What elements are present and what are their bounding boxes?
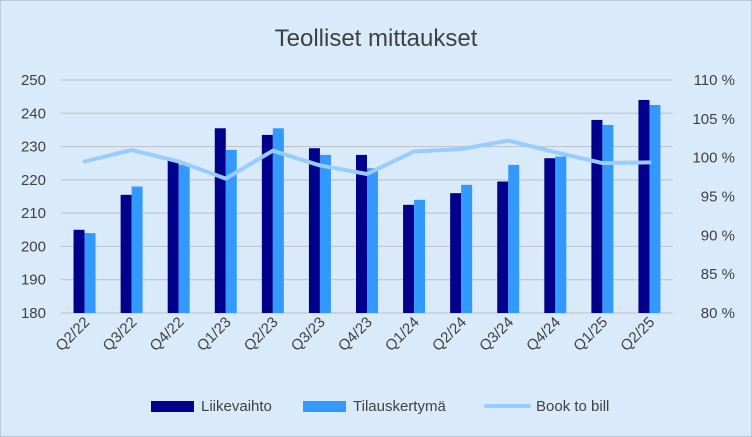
- x-tick-label: Q1/24: [382, 314, 423, 355]
- bar: [649, 104, 661, 313]
- left-tick-label: 220: [21, 172, 46, 189]
- bar: [319, 154, 331, 313]
- x-tick-label: Q3/23: [288, 314, 329, 355]
- bar: [414, 199, 426, 313]
- bar: [544, 158, 556, 313]
- bar: [591, 119, 603, 313]
- legend-label: Book to bill: [536, 398, 609, 415]
- left-tick-label: 250: [21, 72, 46, 89]
- bar: [178, 164, 190, 313]
- x-tick-label: Q2/22: [52, 314, 93, 355]
- bar: [638, 99, 650, 313]
- bar: [131, 186, 143, 313]
- bar: [497, 181, 509, 313]
- left-tick-label: 180: [21, 305, 46, 322]
- x-tick-label: Q2/24: [429, 314, 470, 355]
- bar: [555, 156, 567, 313]
- right-axis: 80 % 85 % 90 % 95 % 100 % 105 % 110 %: [692, 72, 735, 322]
- bar: [367, 168, 378, 313]
- right-tick-label: 100 %: [692, 150, 735, 167]
- x-tick-label: Q2/25: [617, 314, 658, 355]
- left-tick-label: 190: [21, 272, 46, 289]
- left-tick-label: 210: [21, 205, 46, 222]
- bar: [225, 149, 237, 313]
- right-tick-label: 90 %: [701, 227, 735, 244]
- legend-label: Liikevaihto: [201, 398, 272, 415]
- line-series: [82, 138, 652, 181]
- bar: [403, 204, 415, 313]
- left-tick-label: 240: [21, 105, 46, 122]
- right-tick-label: 80 %: [701, 305, 735, 322]
- x-tick-label: Q3/22: [100, 314, 141, 355]
- bar: [461, 184, 473, 313]
- right-tick-label: 105 %: [692, 111, 735, 128]
- bar: [167, 159, 179, 313]
- right-tick-label: 95 %: [701, 189, 735, 206]
- bar: [602, 124, 614, 313]
- legend-label: Tilauskertymä: [353, 398, 446, 415]
- left-axis: 180 190 200 210 220 230 240 250: [21, 72, 46, 322]
- bar: [272, 128, 284, 313]
- x-tick-label: Q1/25: [570, 314, 611, 355]
- left-tick-label: 230: [21, 139, 46, 156]
- bar-series: [73, 99, 661, 313]
- x-tick-label: Q4/23: [335, 314, 376, 355]
- x-tick-label: Q1/23: [194, 314, 235, 355]
- bar: [73, 229, 85, 313]
- bar: [120, 194, 132, 313]
- x-tick-label: Q3/24: [476, 314, 517, 355]
- legend-swatch: [151, 401, 194, 412]
- book-to-bill-line: [82, 138, 652, 181]
- x-tick-label: Q4/22: [147, 314, 188, 355]
- right-tick-label: 85 %: [701, 266, 735, 283]
- left-tick-label: 200: [21, 238, 46, 255]
- bar: [214, 128, 226, 313]
- bar: [450, 193, 462, 313]
- bar: [508, 164, 520, 313]
- chart-title: Teolliset mittaukset: [275, 25, 478, 52]
- bar: [308, 148, 320, 313]
- x-axis: Q2/22 Q3/22 Q4/22 Q1/23 Q2/23 Q3/23 Q4/23 Q1/24…: [52, 314, 658, 355]
- right-tick-label: 110 %: [694, 72, 735, 89]
- legend-swatch: [303, 401, 346, 412]
- bar: [261, 134, 273, 313]
- bar: [84, 233, 96, 313]
- legend: Liikevaihto Tilauskertymä Book to bill: [151, 398, 609, 415]
- bar: [356, 154, 367, 313]
- x-tick-label: Q2/23: [241, 314, 282, 355]
- x-tick-label: Q4/24: [523, 314, 564, 355]
